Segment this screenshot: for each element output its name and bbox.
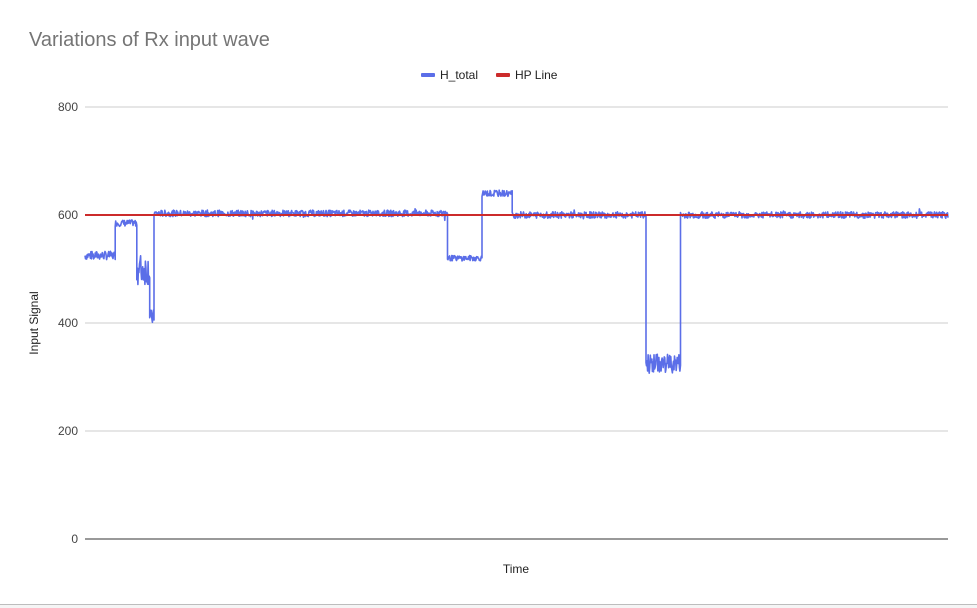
y-tick-label-800: 800 [58,100,78,114]
y-tick-label-400: 400 [58,316,78,330]
footer-divider [0,604,977,608]
legend-label-hp-line: HP Line [515,68,558,82]
gridlines [85,107,948,431]
legend: H_total HP Line [421,68,558,82]
legend-label-h-total: H_total [440,68,478,82]
x-axis-title: Time [503,562,530,576]
y-axis-title: Input Signal [27,291,41,354]
legend-swatch-h-total [421,73,435,77]
y-tick-label-600: 600 [58,208,78,222]
series [85,190,948,373]
chart-title: Variations of Rx input wave [29,29,270,51]
legend-swatch-hp-line [496,73,510,77]
y-tick-label-0: 0 [71,532,78,546]
y-axis-ticks: 0 200 400 600 800 [58,100,78,546]
y-tick-label-200: 200 [58,424,78,438]
series-line-h-total [85,190,948,373]
